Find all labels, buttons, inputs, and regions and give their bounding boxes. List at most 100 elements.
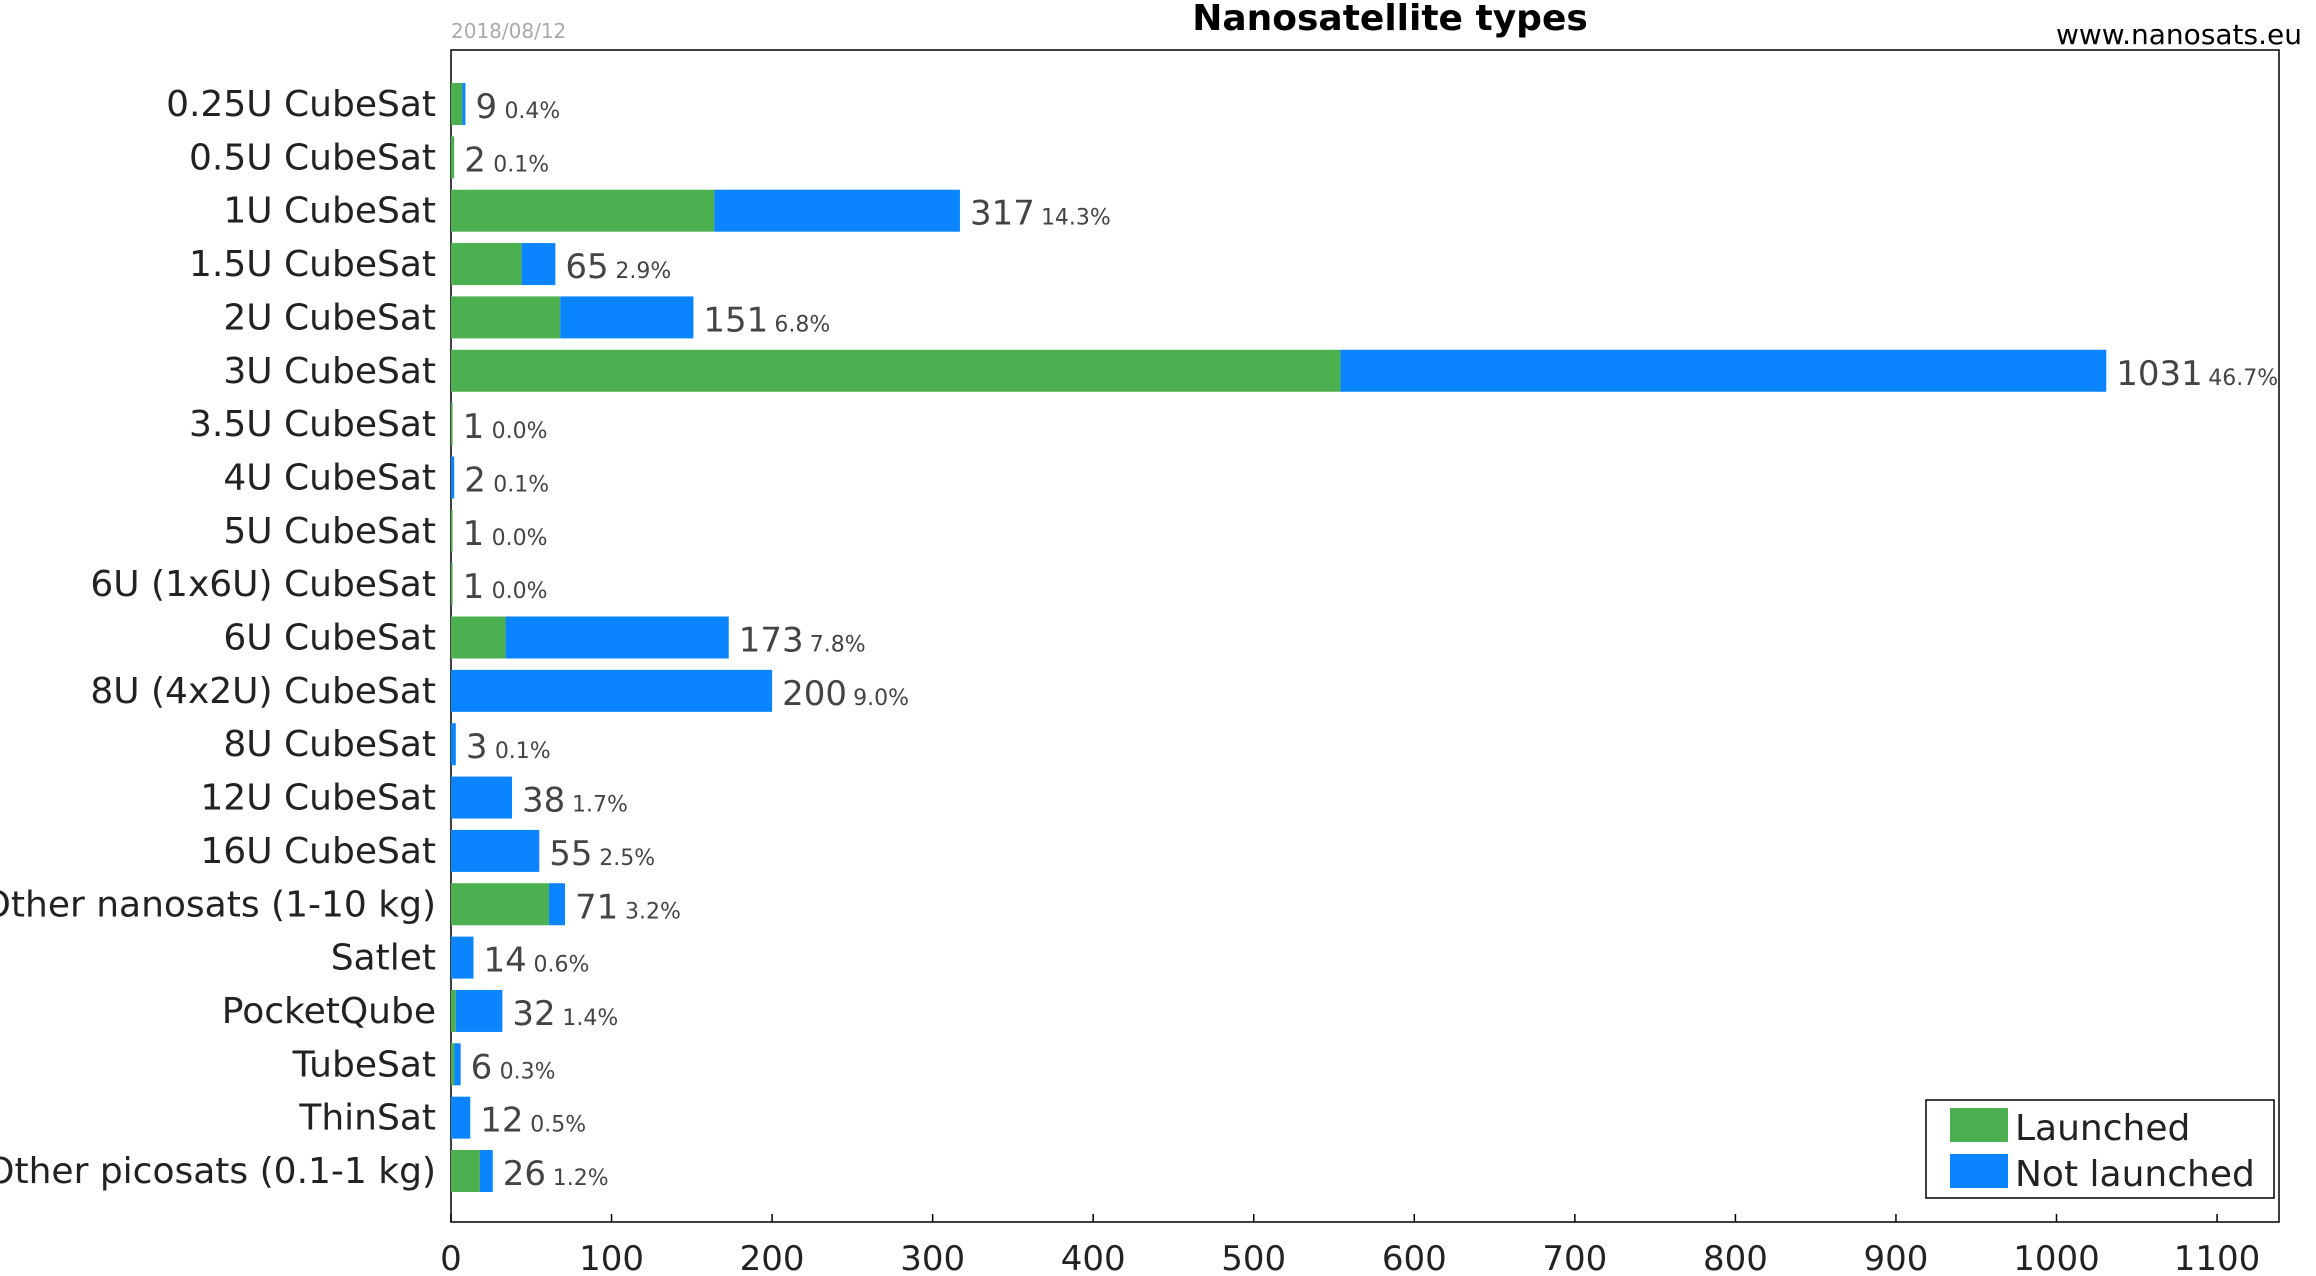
percent-label-6u-cubesat: 7.8% [810,633,866,658]
bar-5u-cubesat-launched [451,509,453,552]
x-tick-label-1100: 1100 [2174,1239,2261,1276]
category-label-0-5u-cubesat: 0.5U CubeSat [189,137,436,178]
x-tick-label-800: 800 [1703,1239,1768,1276]
chart-title: Nanosatellite types [1192,0,1588,39]
value-label-other-picosats-0-1-1-kg: 26 [503,1154,546,1194]
percent-label-6u-1x6u-cubesat: 0.0% [492,579,548,604]
legend-swatch-launched [1950,1108,2008,1142]
value-label-6u-1x6u-cubesat: 1 [463,567,485,607]
bar-0-25u-cubesat-not-launched [462,83,466,125]
value-label-12u-cubesat: 38 [522,781,565,821]
bar-tubesat-launched [451,1043,455,1086]
value-label-pocketqube: 32 [512,994,555,1034]
value-label-1u-cubesat: 317 [970,194,1035,234]
x-tick-label-0: 0 [440,1239,462,1276]
percent-label-8u-4x2u-cubesat: 9.0% [853,686,909,711]
percent-label-5u-cubesat: 0.0% [492,526,548,551]
value-label-4u-cubesat: 2 [464,460,486,500]
percent-label-12u-cubesat: 1.7% [572,793,628,818]
bar-1-5u-cubesat-not-launched [521,243,556,286]
bar-2u-cubesat-not-launched [560,296,694,339]
bar-pocketqube-launched [451,989,456,1032]
category-label-satlet: Satlet [331,938,436,979]
x-tick-label-100: 100 [579,1239,644,1276]
bar-3-5u-cubesat-launched [451,403,453,446]
bar-0-25u-cubesat-launched [451,83,463,125]
category-label-8u-4x2u-cubesat: 8U (4x2U) CubeSat [90,671,436,712]
value-label-16u-cubesat: 55 [549,834,592,874]
percent-label-3u-cubesat: 46.7% [2208,366,2278,391]
percent-label-1-5u-cubesat: 2.9% [615,259,671,284]
bar-other-picosats-0-1-1-kg-launched [451,1150,480,1192]
x-tick-label-600: 600 [1382,1239,1447,1276]
bar-2u-cubesat-launched [451,296,561,339]
value-label-satlet: 14 [483,941,526,981]
category-label-0-25u-cubesat: 0.25U CubeSat [166,84,436,125]
value-label-8u-4x2u-cubesat: 200 [782,674,847,714]
x-tick-label-300: 300 [900,1239,965,1276]
bar-pocketqube-not-launched [455,989,503,1032]
bar-0-5u-cubesat-launched [451,136,455,179]
bars-group: 0.25U CubeSat 9 0.4% 0.5U CubeSat 2 0.1% 1U Cu… [0,83,2278,1194]
bar-tubesat-not-launched [454,1043,461,1086]
value-label-0-5u-cubesat: 2 [464,140,486,180]
percent-label-pocketqube: 1.4% [562,1006,618,1031]
site-label: www.nanosats.eu [2056,18,2302,51]
value-label-0-25u-cubesat: 9 [475,87,497,127]
bar-other-picosats-0-1-1-kg-not-launched [479,1150,493,1192]
value-label-2u-cubesat: 151 [703,300,768,340]
date-label: 2018/08/12 [451,19,566,43]
value-label-1-5u-cubesat: 65 [565,247,608,287]
percent-label-1u-cubesat: 14.3% [1041,206,1111,231]
bar-3u-cubesat-launched [451,349,1341,392]
bar-8u-4x2u-cubesat-not-launched [451,669,773,712]
category-label-5u-cubesat: 5U CubeSat [223,511,436,552]
category-label-pocketqube: PocketQube [222,991,436,1032]
category-label-8u-cubesat: 8U CubeSat [223,724,436,765]
percent-label-other-nanosats-1-10-kg: 3.2% [625,899,681,924]
bar-6u-cubesat-launched [451,616,506,659]
x-tick-label-1000: 1000 [2013,1239,2100,1276]
bar-8u-cubesat-not-launched [451,723,456,766]
category-label-2u-cubesat: 2U CubeSat [223,297,436,338]
value-label-5u-cubesat: 1 [463,514,485,554]
x-tick-label-500: 500 [1221,1239,1286,1276]
x-tick-label-400: 400 [1061,1239,1126,1276]
bar-1u-cubesat-not-launched [714,189,960,232]
bar-4u-cubesat-not-launched [451,456,455,499]
percent-label-0-25u-cubesat: 0.4% [504,99,560,124]
category-label-1-5u-cubesat: 1.5U CubeSat [189,244,436,285]
percent-label-8u-cubesat: 0.1% [495,739,551,764]
category-label-1u-cubesat: 1U CubeSat [223,191,436,232]
value-label-3-5u-cubesat: 1 [463,407,485,447]
percent-label-thinsat: 0.5% [530,1113,586,1138]
category-label-tubesat: TubeSat [292,1044,436,1085]
percent-label-2u-cubesat: 6.8% [774,312,830,337]
value-label-thinsat: 12 [480,1101,523,1141]
bar-thinsat-not-launched [451,1096,471,1139]
bar-6u-1x6u-cubesat-launched [451,563,453,606]
bar-12u-cubesat-not-launched [451,776,513,819]
percent-label-other-picosats-0-1-1-kg: 1.2% [553,1166,609,1191]
legend-label-launched: Launched [2015,1108,2190,1149]
category-label-3-5u-cubesat: 3.5U CubeSat [189,404,436,445]
legend: Launched Not launched [1925,1099,2275,1199]
bar-other-nanosats-1-10-kg-not-launched [548,883,565,926]
x-tick-label-700: 700 [1542,1239,1607,1276]
bar-16u-cubesat-not-launched [451,829,540,872]
value-label-8u-cubesat: 3 [466,727,488,767]
legend-swatch-not-launched [1950,1154,2008,1188]
bar-other-nanosats-1-10-kg-launched [451,883,549,926]
percent-label-0-5u-cubesat: 0.1% [493,152,549,177]
value-label-6u-cubesat: 173 [739,621,804,661]
bar-6u-cubesat-not-launched [505,616,729,659]
percent-label-satlet: 0.6% [533,953,589,978]
category-label-other-picosats-0-1-1-kg: Other picosats (0.1-1 kg) [0,1151,436,1192]
category-label-6u-1x6u-cubesat: 6U (1x6U) CubeSat [90,564,436,605]
percent-label-4u-cubesat: 0.1% [493,472,549,497]
category-label-thinsat: ThinSat [298,1098,436,1139]
value-label-other-nanosats-1-10-kg: 71 [575,887,618,927]
category-label-16u-cubesat: 16U CubeSat [200,831,436,872]
bar-3u-cubesat-not-launched [1340,349,2107,392]
